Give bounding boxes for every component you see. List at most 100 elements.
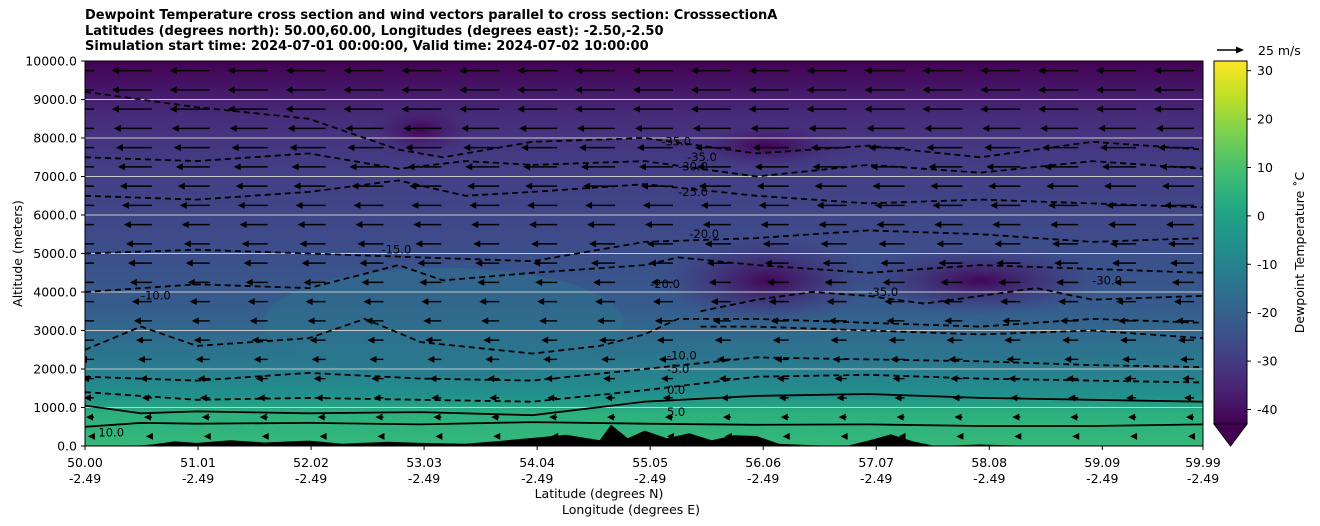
wind-vector-head [603, 375, 611, 383]
wind-vector-head [666, 432, 674, 440]
wind-vector-head [575, 105, 583, 113]
wind-vector-head [519, 124, 527, 132]
wind-vector-head [317, 413, 325, 421]
wind-vector-head [307, 317, 315, 325]
wind-vector-head [830, 336, 838, 344]
wind-vector-head [992, 221, 1000, 229]
wind-vector-head [952, 394, 960, 402]
wind-vector-head [988, 182, 996, 190]
wind-vector-head [1182, 375, 1189, 383]
wind-vector-head [355, 221, 363, 229]
wind-vector-head [409, 182, 417, 190]
wind-vector-head [601, 355, 609, 363]
wind-vector-head [1160, 163, 1167, 171]
x-axis-label: Latitude (degrees N) [535, 486, 664, 501]
x-tick-label-lat: 58.08 [971, 455, 1007, 470]
wind-vector-head [776, 375, 784, 383]
gridlines [85, 99, 1203, 408]
wind-vector-head [285, 105, 293, 113]
x-tick-label-lat: 59.09 [1084, 455, 1120, 470]
wind-vector-head [762, 240, 770, 248]
wind-vector-head [866, 124, 874, 132]
wind-vector-head [874, 201, 882, 209]
wind-vector-head [1126, 394, 1134, 402]
wind-vector-head [826, 298, 834, 306]
wind-vector-head [1100, 144, 1108, 152]
wind-vector-head [634, 124, 642, 132]
wind-vector-head [115, 144, 123, 152]
wind-vector-head [431, 394, 439, 402]
wind-vector-head [319, 432, 327, 440]
wind-vector-head [175, 163, 183, 171]
wind-vector-head [589, 240, 597, 248]
wind-vector-head [806, 105, 814, 113]
wind-vector-head [888, 336, 896, 344]
wind-vector-head [227, 67, 235, 75]
wind-vector-head [537, 298, 545, 306]
contour-line-dashed [85, 90, 1203, 159]
wind-vector-head [834, 375, 842, 383]
title-line-2: Latitudes (degrees north): 50.00,60.00, … [85, 23, 664, 39]
wind-vector-head [1006, 355, 1014, 363]
wind-vector-head [169, 105, 177, 113]
wind-vector-head [461, 124, 469, 132]
wind-vector-head [485, 355, 493, 363]
wind-vector-head [1114, 278, 1122, 286]
wind-vector-head [185, 259, 193, 267]
y-tick-label: 4000.0 [33, 285, 77, 300]
colorbar-tick-label: -40 [1257, 402, 1277, 417]
wind-vector-head [249, 317, 257, 325]
wind-vector-head [227, 105, 235, 113]
chart-title: Dewpoint Temperature cross section and w… [85, 8, 777, 55]
wind-vector-head [179, 201, 187, 209]
wind-vector-head [255, 375, 263, 383]
wind-vector-head [427, 355, 435, 363]
y-tick-label: 6000.0 [33, 208, 77, 223]
y-tick-label: 5000.0 [33, 246, 77, 261]
wind-vector-head [293, 182, 301, 190]
wind-vector-head [1014, 432, 1022, 440]
contour-label: -30.0 [678, 160, 708, 174]
wind-vector-head [632, 86, 640, 94]
wind-vector-head [890, 355, 898, 363]
wind-vector-head [638, 163, 646, 171]
wind-vector-head [369, 355, 377, 363]
wind-vector-head [950, 375, 958, 383]
x-tick-label-lat: 52.02 [293, 455, 329, 470]
wind-vector-head [996, 259, 1004, 267]
wind-vector-head [479, 298, 487, 306]
wind-vector-head [487, 375, 495, 383]
wind-vector-head [88, 432, 95, 440]
wind-vector-head [1156, 124, 1163, 132]
wind-vector-head [547, 394, 555, 402]
wind-vector-head [123, 221, 131, 229]
contour-label: 10.0 [98, 425, 124, 439]
wind-vector-head [309, 336, 317, 344]
wind-vector-head [806, 86, 814, 94]
wind-vector-head [1154, 86, 1161, 94]
wind-vector-head [828, 317, 836, 325]
wind-vector-head [1046, 182, 1054, 190]
wind-vector-head [543, 355, 551, 363]
wind-vector-head [371, 375, 379, 383]
wind-vector-head [690, 67, 698, 75]
wind-vector-head [349, 163, 357, 171]
wind-vector-head [928, 163, 936, 171]
contour-label: -35.0 [661, 135, 691, 149]
contour-label: -20.0 [689, 227, 719, 241]
wind-vector-head [597, 317, 605, 325]
wind-vector-head [864, 86, 872, 94]
wind-vector-head [840, 432, 848, 440]
wind-vector-head [1118, 317, 1126, 325]
wind-vector-head [133, 317, 141, 325]
contour-label: -10.0 [667, 348, 697, 362]
x-tick-label-lat: 54.04 [519, 455, 555, 470]
x-tick-label-lat: 59.99 [1185, 455, 1221, 470]
wind-vector-head [313, 375, 321, 383]
wind-vector-head [774, 355, 782, 363]
colorbar-ticks: 30 20 10 0 -10 -20 -30 -40 [1247, 63, 1277, 417]
wind-vector-head [822, 259, 830, 267]
wind-vector-head [177, 182, 185, 190]
wind-vector-head [529, 221, 537, 229]
wind-vector-head [401, 67, 409, 75]
